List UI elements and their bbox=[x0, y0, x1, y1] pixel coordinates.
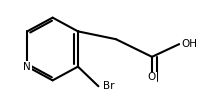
Text: OH: OH bbox=[181, 39, 197, 49]
Text: N: N bbox=[23, 62, 31, 72]
Text: Br: Br bbox=[103, 81, 115, 91]
Text: O: O bbox=[148, 72, 156, 82]
